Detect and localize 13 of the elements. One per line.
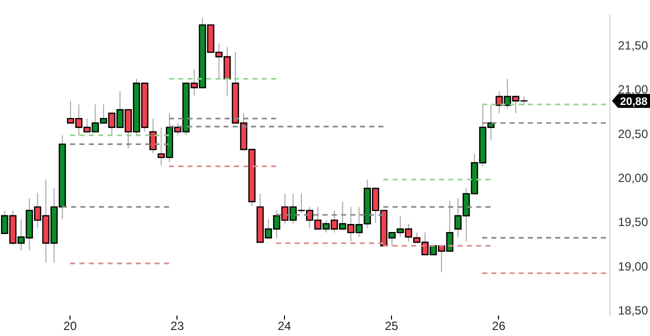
x-tick-label: 23 [170,319,184,334]
x-tick-label: 20 [63,319,78,334]
y-tick-label: 19,50 [618,215,648,230]
y-tick-label: 20,00 [618,170,648,185]
y-tick-label: 21,00 [618,82,648,97]
y-tick-label: 18,50 [618,303,648,318]
x-tick-label: 26 [492,319,506,334]
text: 20,88 [620,96,648,108]
x-tick-label: 25 [384,319,399,334]
y-tick-label: 19,00 [618,259,648,274]
x-tick-label: 24 [278,319,292,334]
y-tick-label: 20,50 [618,126,648,141]
y-tick-label: 21,50 [618,38,648,52]
